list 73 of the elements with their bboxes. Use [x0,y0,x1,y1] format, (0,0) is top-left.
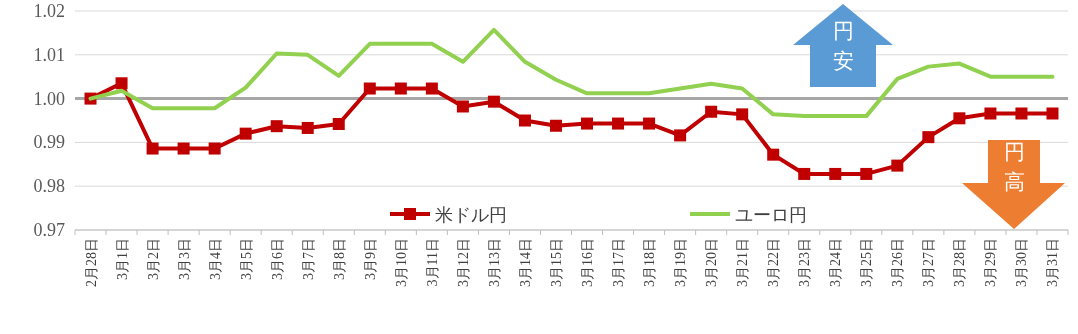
x-tick-label: 3月23日 [797,238,813,287]
x-tick-label: 3月1日 [114,238,130,280]
point [984,107,997,120]
point [1046,107,1059,120]
point [549,119,562,132]
point [953,112,966,125]
y-tick-label: 0.99 [33,132,65,153]
point [239,127,252,140]
point [270,120,283,133]
point [705,105,718,118]
point [425,82,438,95]
x-tick-label: 3月16日 [580,238,596,287]
x-tick-label: 3月19日 [673,238,689,287]
point [363,82,376,95]
y-tick-label: 1.02 [33,1,65,21]
x-tick-label: 3月10日 [393,238,409,287]
point [146,142,159,155]
point [860,167,873,180]
point [643,117,656,130]
point [891,159,904,172]
x-tick-label: 3月7日 [300,238,316,280]
point [177,142,190,155]
x-tick-label: 3月22日 [766,238,782,287]
point [829,167,842,180]
point [332,118,345,130]
point [1015,107,1028,120]
x-tick-label: 3月5日 [238,238,254,280]
x-tick-label: 3月9日 [362,238,378,280]
point [798,167,811,180]
x-tick-label: 3月26日 [890,238,906,287]
x-tick-label: 3月15日 [548,238,564,287]
point [456,100,469,113]
annotation: 円高 [1003,140,1025,194]
x-tick-label: 3月12日 [455,238,471,287]
y-tick-label: 1.00 [33,88,65,109]
x-tick-label: 3月28日 [952,238,968,287]
point [674,129,687,142]
point [487,95,500,108]
x-tick-label: 2月28日 [83,238,99,287]
x-tick-label: 3月11日 [424,238,440,287]
point [518,114,531,127]
point [301,121,314,134]
x-tick-label: 3月30日 [1014,238,1030,287]
point [736,108,749,121]
x-tick-label: 3月2日 [145,238,161,280]
x-tick-label: 3月8日 [331,238,347,280]
x-tick-label: 3月21日 [735,238,751,287]
x-tick-label: 3月3日 [176,238,192,280]
legend-label: 米ドル円 [435,205,507,225]
x-tick-label: 3月13日 [486,238,502,287]
point [115,77,128,90]
point [208,142,221,155]
point [581,117,594,130]
legend-label: ユーロ円 [735,205,807,225]
x-tick-label: 3月31日 [1045,238,1061,287]
x-tick-label: 3月6日 [269,238,285,280]
x-tick-label: 3月29日 [983,238,999,287]
annotation: 円安 [832,19,854,73]
y-tick-label: 1.01 [33,44,65,65]
point [767,148,780,161]
x-tick-label: 3月25日 [859,238,875,287]
x-tick-label: 3月14日 [517,238,533,287]
x-tick-label: 3月27日 [921,238,937,287]
point [394,82,407,95]
y-tick-label: 0.98 [33,176,65,197]
y-tick-label: 0.97 [33,220,65,240]
x-tick-label: 3月17日 [611,238,627,287]
point [612,117,625,130]
x-tick-label: 3月4日 [207,238,223,280]
x-tick-label: 3月24日 [828,238,844,287]
x-tick-label: 3月20日 [704,238,720,287]
x-tick-label: 3月18日 [642,238,658,287]
point [922,131,935,144]
